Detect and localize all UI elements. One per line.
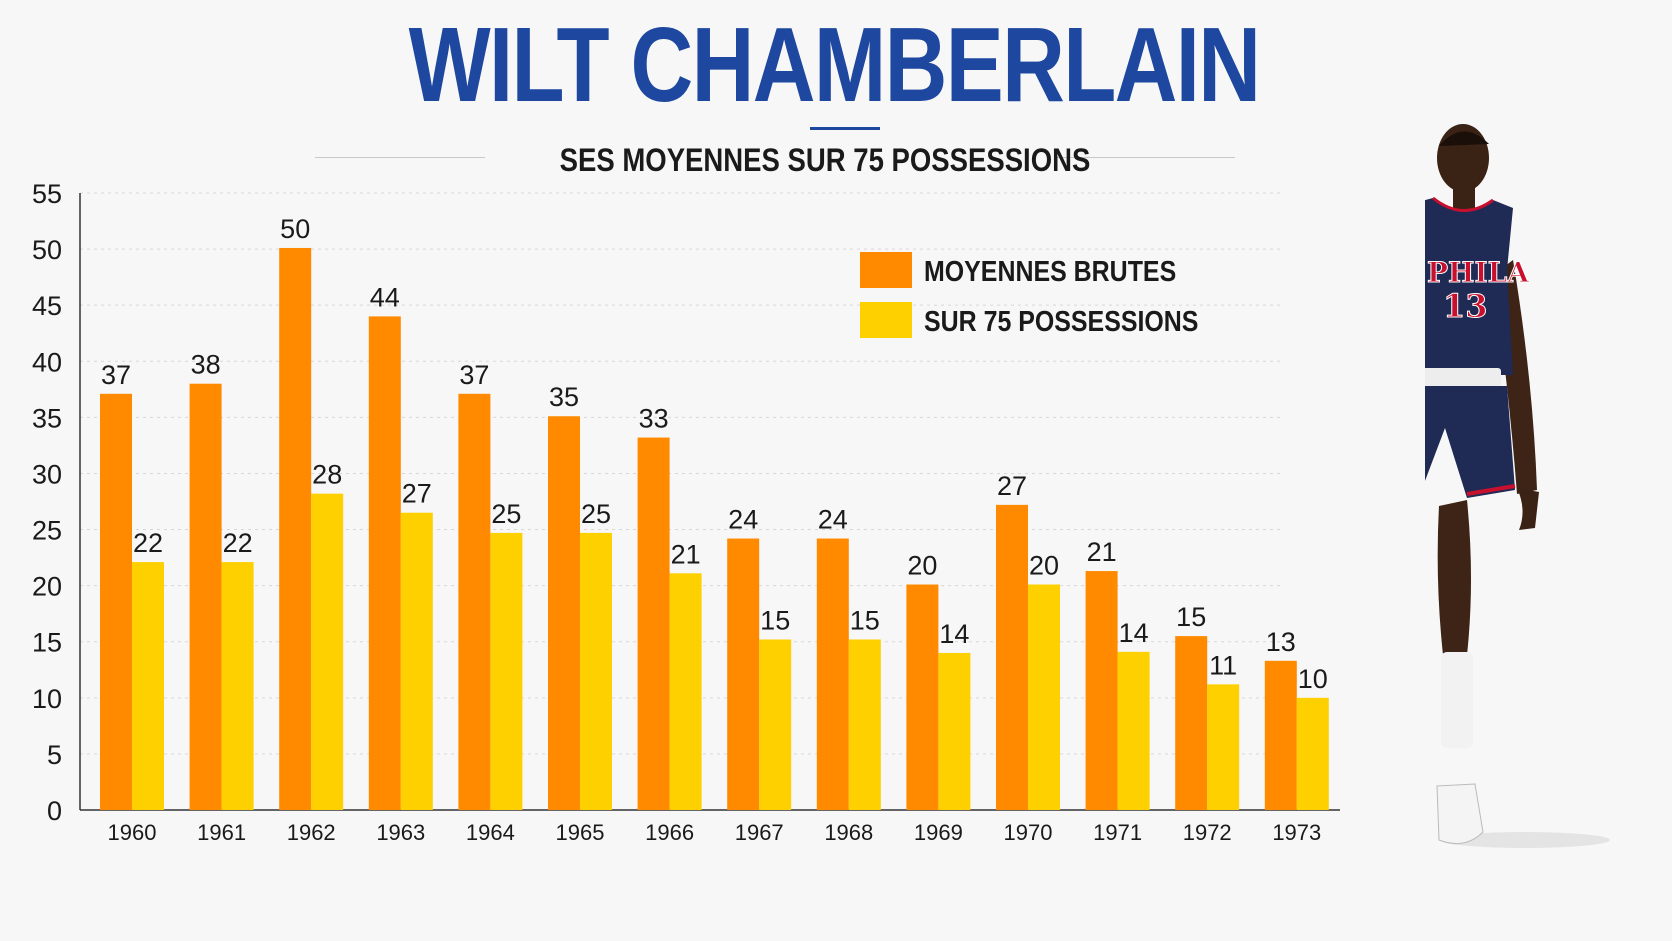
bar-raw [727,538,760,810]
bar-raw [548,416,580,810]
y-tick-label: 30 [32,459,62,489]
data-label-per75: 22 [223,528,253,558]
data-label-raw: 13 [1266,627,1296,657]
bar-per75 [1207,684,1240,810]
x-tick-label: 1962 [287,820,336,845]
bar-per75 [132,562,164,810]
data-label-raw: 44 [370,282,400,312]
bar-per75 [759,639,792,810]
y-tick-label: 0 [47,796,62,826]
chart-subtitle: SES MOYENNES SUR 75 POSSESSIONS [559,142,1091,178]
y-tick-label: 35 [32,403,62,433]
data-label-raw: 24 [728,505,758,535]
bar-per75 [221,562,254,810]
data-label-raw: 50 [280,214,310,244]
x-tick-label: 1960 [108,820,157,845]
bar-raw [100,393,132,810]
data-label-per75: 22 [133,528,163,558]
bar-raw [1175,636,1208,810]
x-tick-label: 1961 [197,820,246,845]
x-tick-label: 1966 [645,820,694,845]
bar-per75 [938,652,971,810]
bar-per75 [669,573,702,810]
y-tick-label: 5 [47,740,62,770]
jersey-text: PHILA [1427,256,1530,289]
bar-raw [368,316,401,810]
bar-per75 [490,532,523,810]
legend-swatch-per75 [860,302,912,338]
bar-per75 [311,493,344,810]
data-label-raw: 24 [818,505,848,535]
legend-label-raw: MOYENNES BRUTES [924,256,1177,288]
y-tick-label: 25 [32,516,62,546]
jersey-number: 13 [1443,287,1488,325]
y-tick-label: 45 [32,291,62,321]
bar-per75 [1296,697,1329,810]
title-underline [810,127,880,130]
data-label-raw: 15 [1176,602,1206,632]
data-label-raw: 38 [191,350,221,380]
data-label-per75: 14 [939,619,969,649]
bar-raw [816,538,849,810]
data-label-per75: 25 [491,499,521,529]
data-label-raw: 21 [1087,537,1117,567]
x-tick-label: 1964 [466,820,515,845]
x-tick-label: 1967 [735,820,784,845]
axes: 0 5 10 15 20 25 30 35 40 45 50 55 1960 1961 1962 1963 19… [32,179,1340,845]
data-label-raw: 33 [639,404,669,434]
x-tick-label: 1970 [1004,820,1053,845]
bar-raw [906,584,939,810]
bar-raw [996,504,1028,810]
y-tick-label: 55 [32,179,62,209]
bar-per75 [1117,651,1150,810]
data-label-per75: 10 [1298,664,1328,694]
bar-per75 [848,639,881,810]
data-labels: 37 22 38 22 50 28 44 27 37 25 35 25 33 21 24 15 24 15 20 14… [101,214,1328,694]
data-label-per75: 27 [402,479,432,509]
x-tick-label: 1963 [376,820,425,845]
player-illustration: PHILA 13 [1425,124,1610,848]
data-label-raw: 20 [907,551,937,581]
data-label-per75: 11 [1209,650,1237,680]
bar-per75 [580,532,612,810]
x-tick-label: 1965 [556,820,605,845]
data-label-per75: 15 [760,605,790,635]
bar-chart: 0 5 10 15 20 25 30 35 40 45 50 55 1960 1961 1962 1963 19… [32,179,1340,845]
legend-swatch-raw [860,252,912,288]
x-tick-label: 1973 [1272,820,1321,845]
y-tick-label: 15 [32,628,62,658]
bar-raw [1264,660,1297,810]
data-label-per75: 21 [671,539,701,569]
data-label-per75: 20 [1029,551,1059,581]
data-label-raw: 27 [997,471,1027,501]
y-tick-label: 50 [32,235,62,265]
y-tick-label: 20 [32,572,62,602]
bar-raw [458,393,491,810]
data-label-per75: 25 [581,499,611,529]
data-label-per75: 15 [850,605,880,635]
data-label-raw: 37 [101,360,131,390]
page-title: WILT CHAMBERLAIN [408,6,1262,124]
bar-per75 [1028,584,1060,810]
x-tick-label: 1971 [1093,820,1142,845]
data-label-per75: 14 [1119,618,1149,648]
subtitle-rule-left [315,157,485,158]
bar-raw [189,383,222,810]
data-label-raw: 35 [549,382,579,412]
data-label-per75: 28 [312,460,342,490]
x-tick-label: 1972 [1183,820,1232,845]
bar-raw [637,437,670,810]
y-tick-label: 40 [32,347,62,377]
bar-raw [279,247,312,810]
x-tick-label: 1969 [914,820,963,845]
bar-per75 [400,512,433,810]
legend-label-per75: SUR 75 POSSESSIONS [924,306,1199,338]
y-tick-label: 10 [32,684,62,714]
data-label-raw: 37 [459,360,489,390]
bar-raw [1085,571,1118,810]
subtitle-rule-right [1055,157,1235,158]
x-tick-label: 1968 [824,820,873,845]
bars [100,247,1329,810]
